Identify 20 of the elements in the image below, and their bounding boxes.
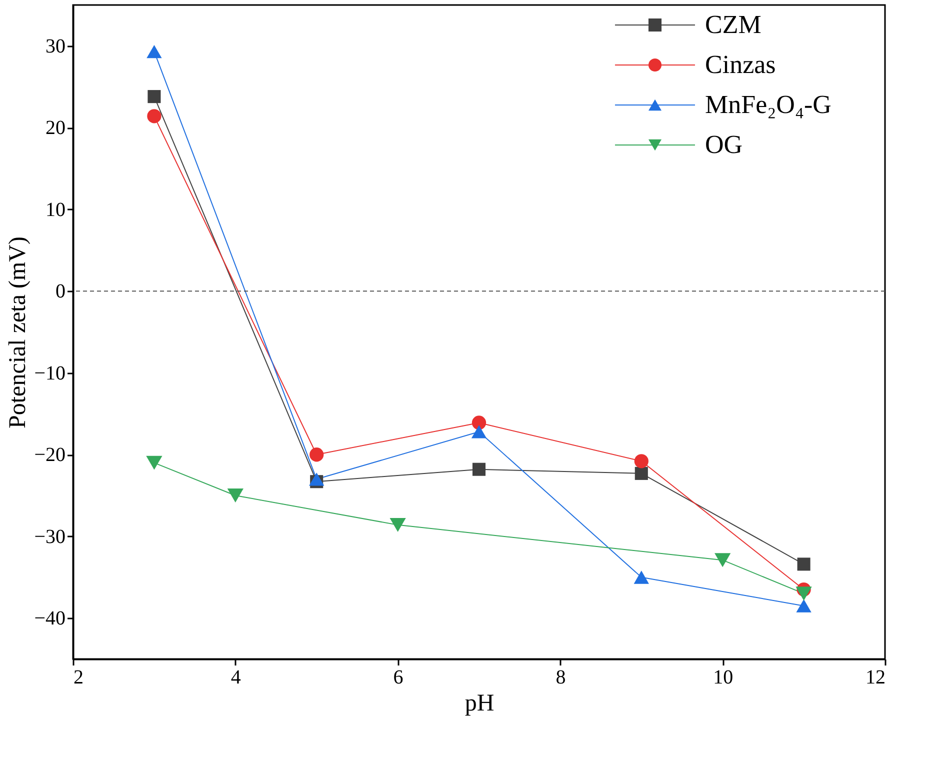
x-tick-label: 8 — [556, 666, 566, 688]
y-axis-title: Potencial zeta (mV) — [5, 236, 32, 428]
y-tick-label: −10 — [34, 362, 66, 384]
x-tick-label: 12 — [866, 666, 886, 688]
x-axis-title: pH — [464, 690, 494, 716]
x-tick-label: 2 — [74, 666, 84, 688]
y-tick-label: 10 — [46, 198, 66, 221]
y-tick-label: 0 — [56, 280, 66, 303]
y-tick-label: 20 — [46, 117, 66, 140]
x-tick-label: 10 — [713, 666, 734, 688]
y-tick-label: −20 — [34, 444, 66, 466]
y-tick-label: −30 — [34, 526, 66, 548]
legend-label: OG — [705, 130, 743, 159]
legend-label: Cinzas — [705, 50, 776, 79]
legend-label: MnFe₂O₄-G — [705, 90, 832, 119]
x-tick-label: 4 — [230, 666, 241, 688]
legend-label: CZM — [705, 10, 762, 39]
y-tick-label: −40 — [34, 608, 66, 630]
y-tick-label: 30 — [46, 35, 66, 58]
x-tick-label: 6 — [393, 666, 404, 688]
